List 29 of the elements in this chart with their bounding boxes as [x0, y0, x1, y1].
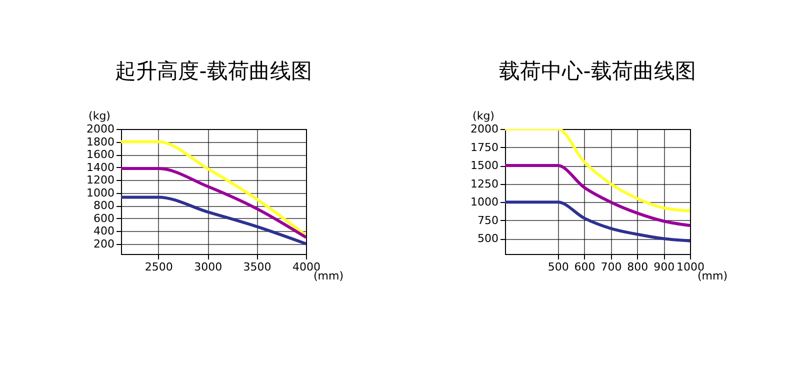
y-tick-label: 2000: [470, 122, 498, 136]
y-tick-label: 1250: [470, 177, 498, 190]
x-tick-label: 3000: [194, 260, 222, 274]
y-tick-label: 1800: [86, 135, 114, 148]
y-tick-label: 1500: [470, 159, 498, 172]
y-tick-label: 500: [478, 232, 498, 246]
y-tick-label: 800: [94, 199, 114, 212]
chart-title: 载荷中心-载荷曲线图: [499, 59, 696, 83]
x-tick-label: 2500: [144, 260, 173, 274]
y-tick-label: 1200: [86, 174, 114, 187]
y-tick-label: 1000: [86, 186, 114, 200]
y-axis-title: (kg): [472, 110, 494, 122]
y-tick-label: 200: [94, 237, 114, 250]
y-tick-label: 2000: [86, 122, 114, 136]
y-tick-label: 1750: [470, 140, 498, 154]
x-tick-label: 900: [654, 260, 675, 274]
x-tick-label: 600: [574, 260, 596, 274]
y-tick-label: 750: [478, 214, 498, 227]
x-tick-label: 500: [548, 260, 569, 274]
y-axis-title: (kg): [88, 110, 110, 122]
x-tick-label: 3500: [243, 260, 272, 274]
chart-title: 起升高度-载荷曲线图: [115, 59, 312, 83]
y-tick-label: 400: [94, 224, 114, 238]
x-tick-label: 700: [600, 260, 622, 274]
y-tick-label: 1400: [86, 160, 114, 174]
y-tick-label: 1600: [86, 148, 114, 162]
x-tick-label: 800: [627, 260, 648, 274]
y-tick-label: 600: [94, 212, 114, 225]
y-tick-label: 1000: [470, 196, 498, 209]
